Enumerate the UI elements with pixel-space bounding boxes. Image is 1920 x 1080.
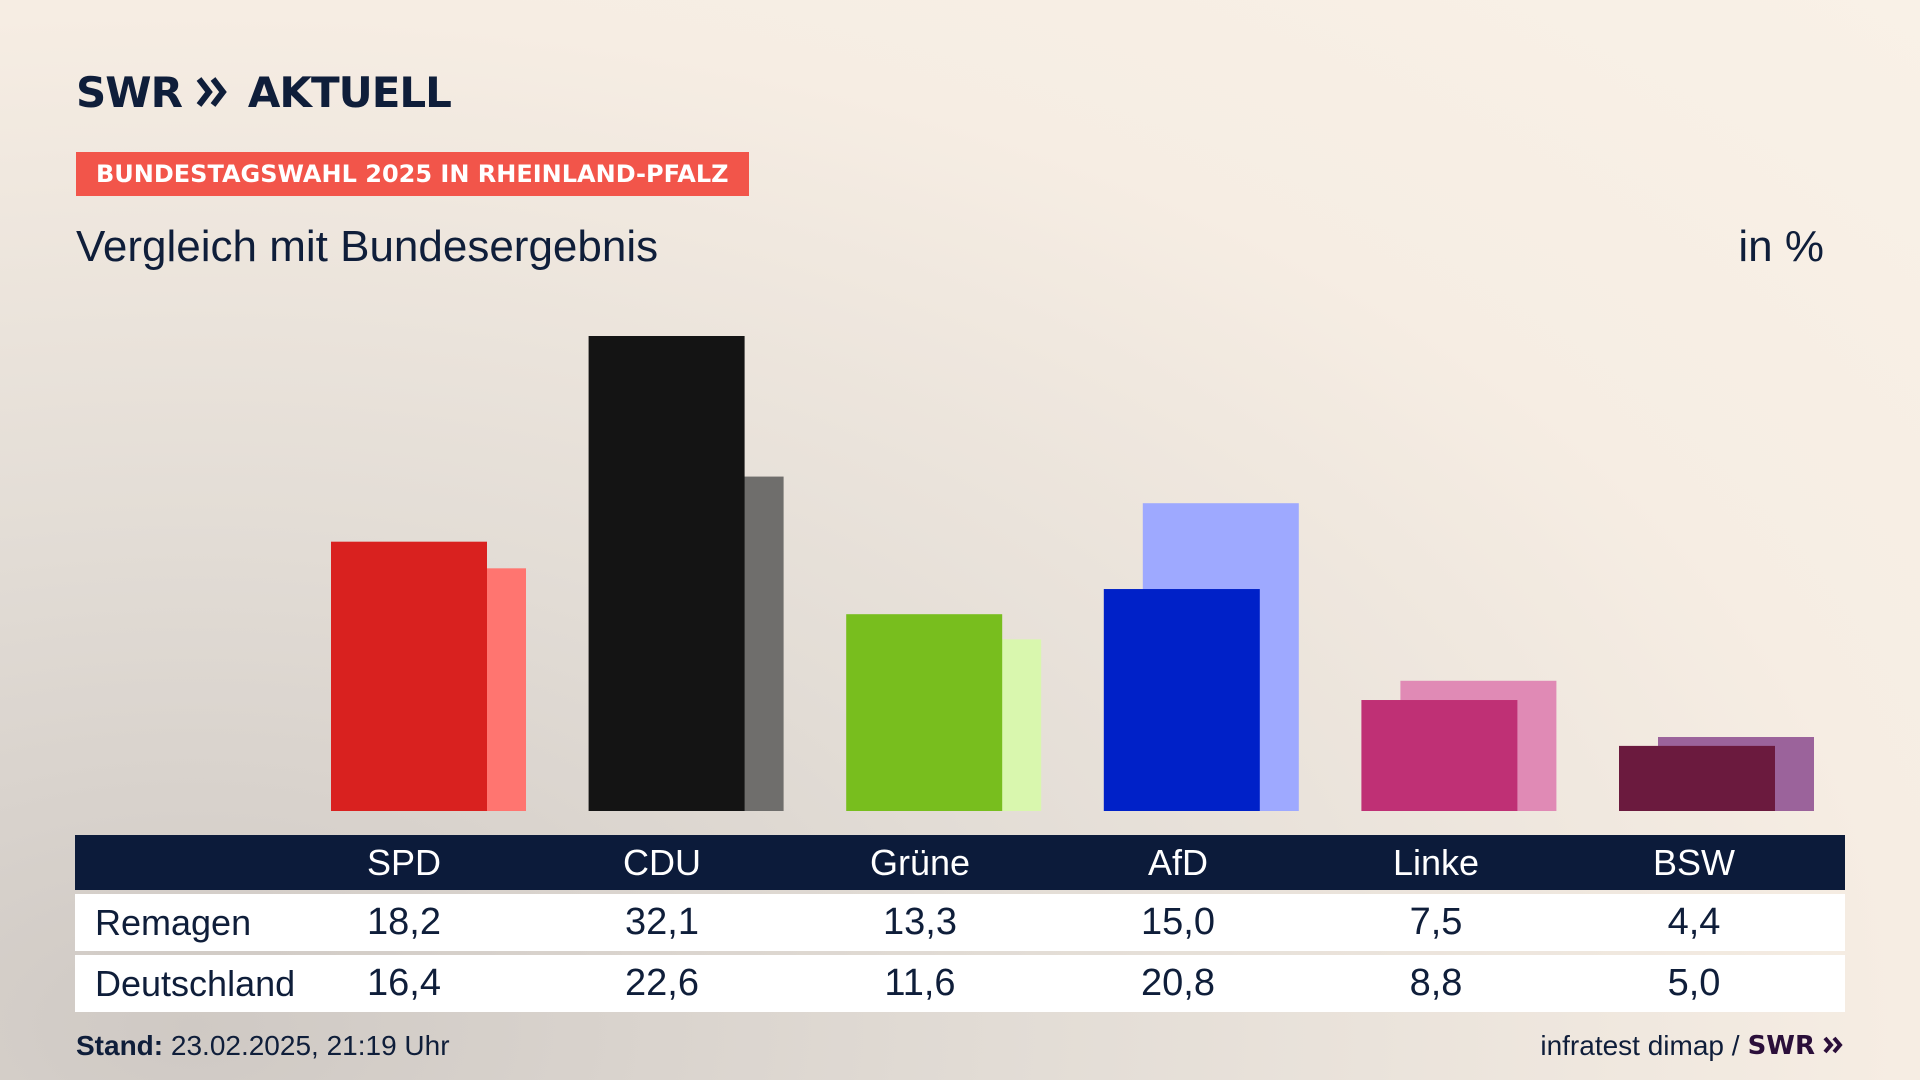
value-remagen-cdu: 32,1 — [625, 901, 699, 943]
bar-remagen-cdu — [588, 336, 745, 811]
stand-label: Stand: — [76, 1030, 164, 1061]
party-header-gruene: Grüne — [869, 841, 971, 883]
bar-remagen-gruene — [846, 614, 1003, 811]
value-deutschland-afd: 20,8 — [1141, 962, 1215, 1004]
value-remagen-bsw: 4,4 — [1667, 901, 1721, 943]
source-credit: infratest dimap / SWR — [1540, 1030, 1845, 1062]
bar-remagen-bsw — [1619, 745, 1775, 811]
row-label-remagen: Remagen — [95, 901, 252, 943]
value-deutschland-bsw: 5,0 — [1667, 962, 1721, 1004]
value-deutschland-spd: 16,4 — [367, 962, 441, 1004]
table-row-deutschland: Deutschland 16,4 22,6 11,6 20,8 8,8 5,0 — [75, 955, 1845, 1012]
chart-subtitle: Vergleich mit Bundesergebnis — [76, 222, 659, 271]
party-header-linke: Linke — [1392, 841, 1480, 883]
bar-chart — [331, 336, 1814, 811]
source-logo-text: SWR — [1747, 1031, 1815, 1061]
unit-label: in % — [1738, 222, 1824, 271]
party-header-cdu: CDU — [623, 841, 701, 883]
value-deutschland-gruene: 11,6 — [884, 962, 956, 1004]
logo-aktuell-text: AKTUELL — [247, 67, 452, 117]
small-double-chevron-icon — [1823, 1030, 1845, 1062]
party-header-bsw: BSW — [1652, 841, 1735, 883]
source-text: infratest dimap / — [1540, 1030, 1740, 1061]
party-header-spd: SPD — [366, 841, 442, 883]
double-chevron-icon — [196, 75, 230, 109]
value-remagen-linke: 7,5 — [1409, 901, 1463, 943]
bar-remagen-spd — [331, 541, 487, 811]
election-badge: BUNDESTAGSWAHL 2025 IN RHEINLAND-PFALZ — [76, 152, 749, 196]
results-table: SPD CDU Grüne AfD Linke BSW Remagen 18,2… — [75, 835, 1845, 1012]
value-remagen-gruene: 13,3 — [883, 901, 957, 943]
row-label-deutschland: Deutschland — [95, 962, 296, 1004]
value-remagen-afd: 15,0 — [1141, 901, 1215, 943]
swr-aktuell-logo: SWR AKTUELL — [76, 66, 452, 118]
logo-swr-text: SWR — [76, 67, 183, 117]
party-header-afd: AfD — [1147, 841, 1208, 883]
bar-remagen-afd — [1103, 589, 1260, 811]
value-remagen-spd: 18,2 — [367, 901, 441, 943]
table-row-remagen: Remagen 18,2 32,1 13,3 15,0 7,5 4,4 — [75, 894, 1845, 951]
bar-remagen-linke — [1361, 700, 1518, 811]
stand-value: 23.02.2025, 21:19 Uhr — [170, 1030, 450, 1061]
value-deutschland-linke: 8,8 — [1409, 962, 1463, 1004]
timestamp: Stand: 23.02.2025, 21:19 Uhr — [76, 1030, 450, 1062]
value-deutschland-cdu: 22,6 — [625, 962, 699, 1004]
table-header-row: SPD CDU Grüne AfD Linke BSW — [75, 835, 1845, 890]
